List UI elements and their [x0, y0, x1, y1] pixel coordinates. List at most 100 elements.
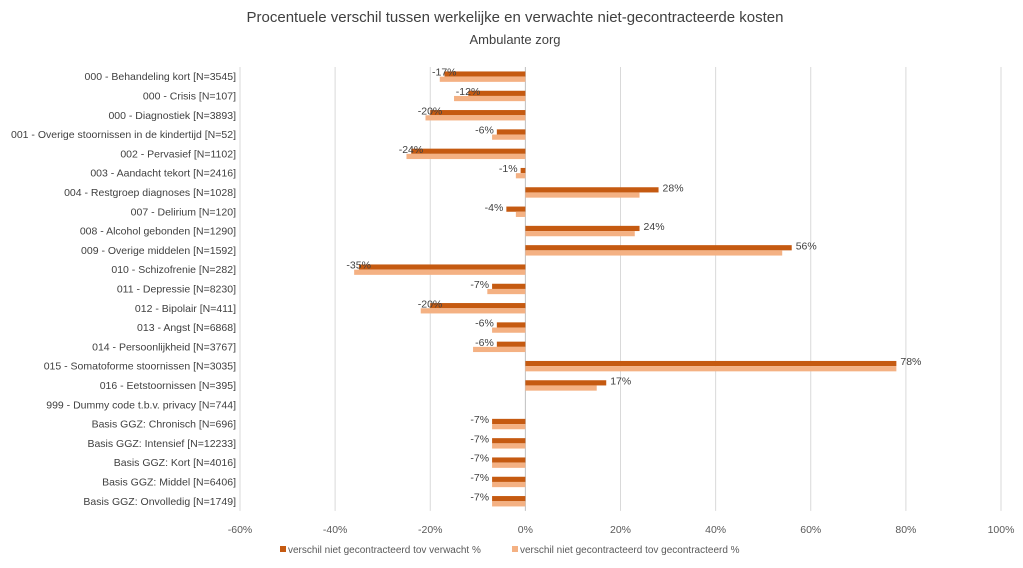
- x-tick-label: -20%: [418, 524, 443, 536]
- category-label: Basis GGZ: Intensief [N=12233]: [87, 438, 236, 450]
- category-label: 015 - Somatoforme stoornissen [N=3035]: [44, 361, 236, 373]
- bar-series-1: [525, 225, 640, 232]
- bar-series-2: [525, 250, 783, 256]
- bar-series-1: [492, 476, 526, 482]
- bar-series-2: [492, 443, 526, 449]
- category-label: 013 - Angst [N=6868]: [137, 322, 236, 334]
- bar-series-2: [492, 481, 526, 488]
- category-label: 000 - Crisis [N=107]: [143, 90, 236, 102]
- bar-series-2: [492, 327, 526, 333]
- bar-series-2: [406, 153, 526, 160]
- data-label: -35%: [346, 260, 371, 272]
- bar-series-1: [525, 245, 792, 251]
- bar-series-2: [525, 385, 597, 391]
- x-tick-label: 20%: [610, 524, 631, 536]
- data-label: -7%: [470, 491, 489, 503]
- bar-series-1: [525, 187, 659, 193]
- x-tick-label: 80%: [895, 524, 916, 536]
- category-label: Basis GGZ: Kort [N=4016]: [114, 457, 236, 469]
- category-label: 014 - Persoonlijkheid [N=3767]: [92, 341, 236, 353]
- data-label: -6%: [475, 318, 494, 330]
- bar-series-2: [425, 115, 526, 121]
- bar-series-1: [496, 341, 526, 347]
- data-label: -17%: [432, 67, 457, 79]
- x-tick-label: 60%: [800, 524, 821, 536]
- data-label: -6%: [475, 125, 494, 137]
- bar-series-1: [492, 457, 526, 463]
- category-label: 003 - Aandacht tekort [N=2416]: [90, 168, 236, 180]
- category-label: 007 - Delirium [N=120]: [131, 206, 236, 218]
- bar-series-2: [487, 288, 526, 295]
- bar-series-1: [492, 496, 526, 502]
- x-tick-label: 100%: [988, 524, 1015, 536]
- bar-series-1: [525, 380, 607, 386]
- category-label: 012 - Bipolair [N=411]: [135, 303, 236, 315]
- bar-series-1: [411, 148, 526, 154]
- category-label: 004 - Restgroep diagnoses [N=1028]: [64, 187, 236, 199]
- bar-series-1: [496, 322, 526, 328]
- data-label: 56%: [796, 240, 817, 252]
- bar-series-1: [492, 438, 526, 444]
- data-label: -12%: [456, 86, 481, 98]
- bar-series-1: [492, 283, 526, 289]
- legend-label: verschil niet gecontracteerd tov verwach…: [288, 545, 481, 556]
- bar-series-1: [520, 167, 526, 174]
- x-tick-label: -40%: [323, 524, 348, 536]
- bar-series-1: [506, 206, 526, 212]
- x-tick-label: 0%: [518, 524, 533, 536]
- data-label: -7%: [470, 433, 489, 445]
- legend: verschil niet gecontracteerd tov verwach…: [280, 545, 740, 556]
- category-label: Basis GGZ: Middel [N=6406]: [102, 476, 236, 488]
- data-label: -20%: [418, 105, 443, 117]
- bar-series-2: [492, 501, 526, 507]
- data-label: -7%: [470, 472, 489, 484]
- bar-series-2: [492, 462, 526, 468]
- bar-series-1: [358, 264, 526, 270]
- data-label: -20%: [418, 298, 443, 310]
- category-label: 001 - Overige stoornissen in de kinderti…: [11, 129, 236, 141]
- data-label: 17%: [610, 375, 631, 387]
- bar-series-2: [525, 231, 635, 237]
- bar-series-2: [515, 173, 526, 179]
- bar-series-1: [444, 71, 526, 77]
- category-label: 011 - Depressie [N=8230]: [117, 283, 236, 295]
- data-label: -7%: [470, 453, 489, 465]
- category-label: 999 - Dummy code t.b.v. privacy [N=744]: [46, 399, 236, 411]
- x-tick-label: 40%: [705, 524, 726, 536]
- bar-series-1: [430, 303, 526, 309]
- data-label: -6%: [475, 337, 494, 349]
- chart-title: Procentuele verschil tussen werkelijke e…: [247, 9, 784, 26]
- bar-series-2: [454, 95, 526, 102]
- data-label: -24%: [399, 144, 424, 156]
- legend-swatch: [512, 546, 518, 552]
- bar-series-1: [430, 110, 526, 116]
- data-label: -4%: [485, 202, 504, 214]
- data-label: -1%: [499, 163, 518, 175]
- chart-subtitle: Ambulante zorg: [469, 32, 560, 47]
- bar-series-2: [492, 134, 526, 140]
- grid-layer: [239, 67, 1002, 511]
- data-label: 24%: [644, 221, 665, 233]
- category-label: Basis GGZ: Onvolledig [N=1749]: [83, 496, 236, 508]
- legend-swatch: [280, 546, 286, 552]
- category-label: 016 - Eetstoornissen [N=395]: [100, 380, 236, 392]
- bar-series-2: [525, 192, 640, 198]
- labels-layer: -60% -40% -20% 0% 20% 40% 60% 80% 100% 000 - Beha…: [11, 67, 1014, 536]
- bar-series-2: [420, 308, 526, 314]
- bar-series-2: [354, 269, 526, 275]
- legend-label: verschil niet gecontracteerd tov gecontr…: [520, 545, 740, 556]
- data-label: 78%: [900, 356, 921, 368]
- data-label: -7%: [470, 414, 489, 426]
- category-label: 009 - Overige middelen [N=1592]: [81, 245, 236, 257]
- bar-series-1: [492, 418, 526, 425]
- bar-series-2: [525, 366, 897, 372]
- bar-series-1: [496, 129, 526, 135]
- data-label: -7%: [470, 279, 489, 291]
- x-tick-label: -60%: [228, 524, 253, 536]
- bar-series-2: [492, 424, 526, 430]
- bar-series-2: [473, 346, 526, 353]
- category-label: 002 - Pervasief [N=1102]: [120, 148, 236, 160]
- bar-series-2: [439, 76, 526, 82]
